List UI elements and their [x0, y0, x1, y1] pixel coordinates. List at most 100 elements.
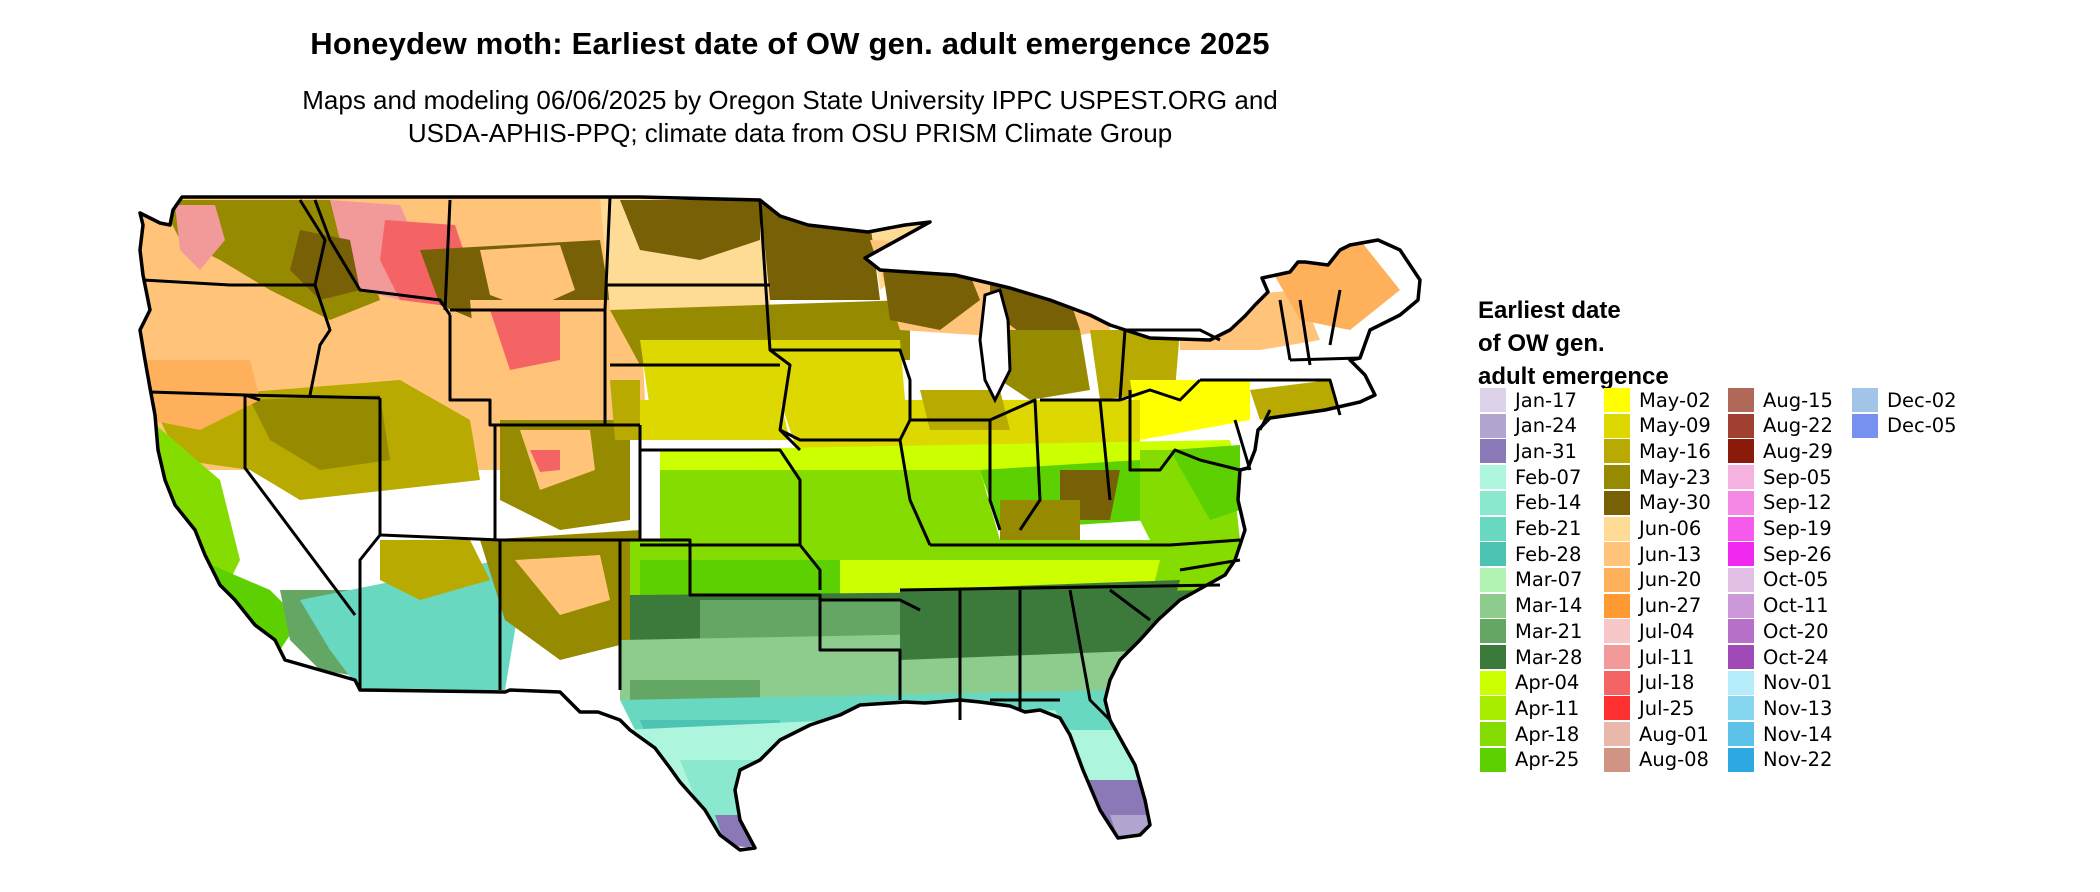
legend-swatch: [1480, 542, 1506, 567]
legend-label: Apr-18: [1515, 722, 1580, 746]
legend-label: Jul-04: [1639, 619, 1695, 643]
legend-item: Aug-08: [1604, 747, 1709, 772]
legend-label: Nov-13: [1763, 696, 1833, 720]
legend-item: Nov-22: [1728, 747, 1833, 772]
legend-label: Aug-08: [1639, 748, 1709, 772]
legend-label: Nov-22: [1763, 748, 1833, 772]
legend-label: Feb-07: [1515, 465, 1582, 489]
legend-item: Apr-25: [1480, 747, 1580, 772]
legend-item: Jun-13: [1604, 542, 1702, 567]
legend-swatch: [1852, 388, 1878, 412]
legend-label: Jul-11: [1639, 645, 1695, 669]
legend-item: Jun-20: [1604, 567, 1702, 592]
legend-swatch: [1480, 593, 1506, 618]
legend-swatch: [1480, 516, 1506, 541]
legend-swatch: [1728, 542, 1754, 567]
legend-swatch: [1728, 388, 1754, 412]
legend-label: Mar-28: [1515, 645, 1583, 669]
legend-label: Oct-20: [1763, 619, 1829, 643]
emergence-zones: [140, 197, 1400, 848]
legend-item: Feb-21: [1480, 516, 1582, 541]
legend-swatch: [1604, 542, 1630, 567]
map-title: Honeydew moth: Earliest date of OW gen. …: [310, 26, 1270, 61]
legend-label: Feb-21: [1515, 517, 1582, 540]
legend-label: Jun-20: [1639, 568, 1702, 592]
legend-swatch: [1480, 696, 1506, 721]
legend-swatch: [1728, 619, 1754, 644]
legend-item: Apr-11: [1480, 696, 1580, 721]
legend-title-line-3: adult emergence: [1478, 363, 1669, 390]
legend-title: Earliest date of OW gen. adult emergence: [1478, 294, 1669, 393]
legend-swatch: [1480, 490, 1506, 515]
legend-label: Dec-02: [1887, 388, 1957, 412]
legend-label: Sep-05: [1763, 465, 1832, 489]
legend-swatch: [1480, 413, 1506, 438]
legend-label: Nov-14: [1763, 722, 1833, 746]
legend-swatch: [1852, 413, 1878, 438]
legend-item: Mar-21: [1480, 619, 1583, 644]
legend-item: Oct-24: [1728, 645, 1829, 669]
legend-swatch: [1728, 439, 1754, 464]
legend-item: Jul-25: [1604, 696, 1694, 721]
legend-label: Oct-05: [1763, 568, 1829, 592]
legend-item: Sep-12: [1728, 490, 1832, 515]
legend-label: Mar-21: [1515, 619, 1583, 643]
legend-item: May-23: [1604, 465, 1711, 490]
legend-item: Oct-20: [1728, 619, 1829, 644]
legend-item: Jul-11: [1604, 645, 1694, 669]
legend-swatch: [1728, 490, 1754, 515]
legend-label: Apr-11: [1515, 696, 1580, 720]
legend-label: May-09: [1639, 414, 1711, 438]
legend-label: May-30: [1639, 491, 1711, 515]
legend-item: Dec-02: [1852, 388, 1957, 412]
legend-item: Feb-14: [1480, 490, 1582, 515]
legend-label: May-23: [1639, 465, 1711, 489]
legend-swatch: [1604, 516, 1630, 541]
legend-item: Jun-27: [1604, 593, 1701, 618]
subtitle-line-1: Maps and modeling 06/06/2025 by Oregon S…: [302, 85, 1278, 115]
legend-swatch: [1604, 645, 1630, 669]
legend-swatch: [1604, 619, 1630, 644]
legend-label: Jan-24: [1515, 414, 1577, 438]
legend-swatch: [1728, 567, 1754, 592]
legend-swatch: [1728, 516, 1754, 541]
legend-swatch: [1480, 747, 1506, 772]
legend-item: Jul-04: [1604, 619, 1695, 644]
legend-item: May-02: [1604, 388, 1711, 412]
legend-item: Sep-26: [1728, 542, 1832, 567]
legend-item: Aug-22: [1728, 413, 1833, 438]
legend-title-line-2: of OW gen.: [1478, 330, 1605, 357]
legend-item: Oct-11: [1728, 593, 1829, 618]
legend-item: Nov-14: [1728, 722, 1833, 747]
legend-item: Jan-24: [1480, 413, 1577, 438]
legend-label: Jun-13: [1639, 542, 1702, 566]
legend-swatch: [1728, 670, 1754, 695]
legend-swatch: [1728, 747, 1754, 772]
legend-swatch: [1604, 388, 1630, 412]
legend-item: Apr-18: [1480, 722, 1580, 747]
legend-label: Apr-25: [1515, 748, 1580, 772]
legend-item: May-30: [1604, 490, 1711, 515]
legend-label: Aug-01: [1639, 722, 1709, 746]
legend-item: Sep-19: [1728, 516, 1832, 541]
legend-item: Nov-13: [1728, 696, 1833, 721]
legend-swatch: [1604, 465, 1630, 490]
legend-label: Dec-05: [1887, 414, 1957, 438]
legend-swatch: [1728, 696, 1754, 721]
legend-swatch: [1604, 747, 1630, 772]
legend-item: Sep-05: [1728, 465, 1832, 490]
legend-item: Nov-01: [1728, 670, 1832, 695]
legend-swatch: [1604, 722, 1630, 747]
lake-michigan: [978, 288, 1012, 404]
legend-label: Oct-24: [1763, 645, 1829, 669]
legend-swatch: [1604, 593, 1630, 618]
legend-swatch: [1604, 490, 1630, 515]
map-subtitle: Maps and modeling 06/06/2025 by Oregon S…: [0, 84, 1580, 150]
legend-label: Jul-18: [1639, 671, 1695, 695]
legend-swatch: [1728, 413, 1754, 438]
legend-label: Mar-14: [1515, 594, 1583, 618]
legend-item: May-09: [1604, 413, 1711, 438]
legend-label: Feb-14: [1515, 491, 1582, 515]
legend-item: Mar-07: [1480, 567, 1582, 592]
